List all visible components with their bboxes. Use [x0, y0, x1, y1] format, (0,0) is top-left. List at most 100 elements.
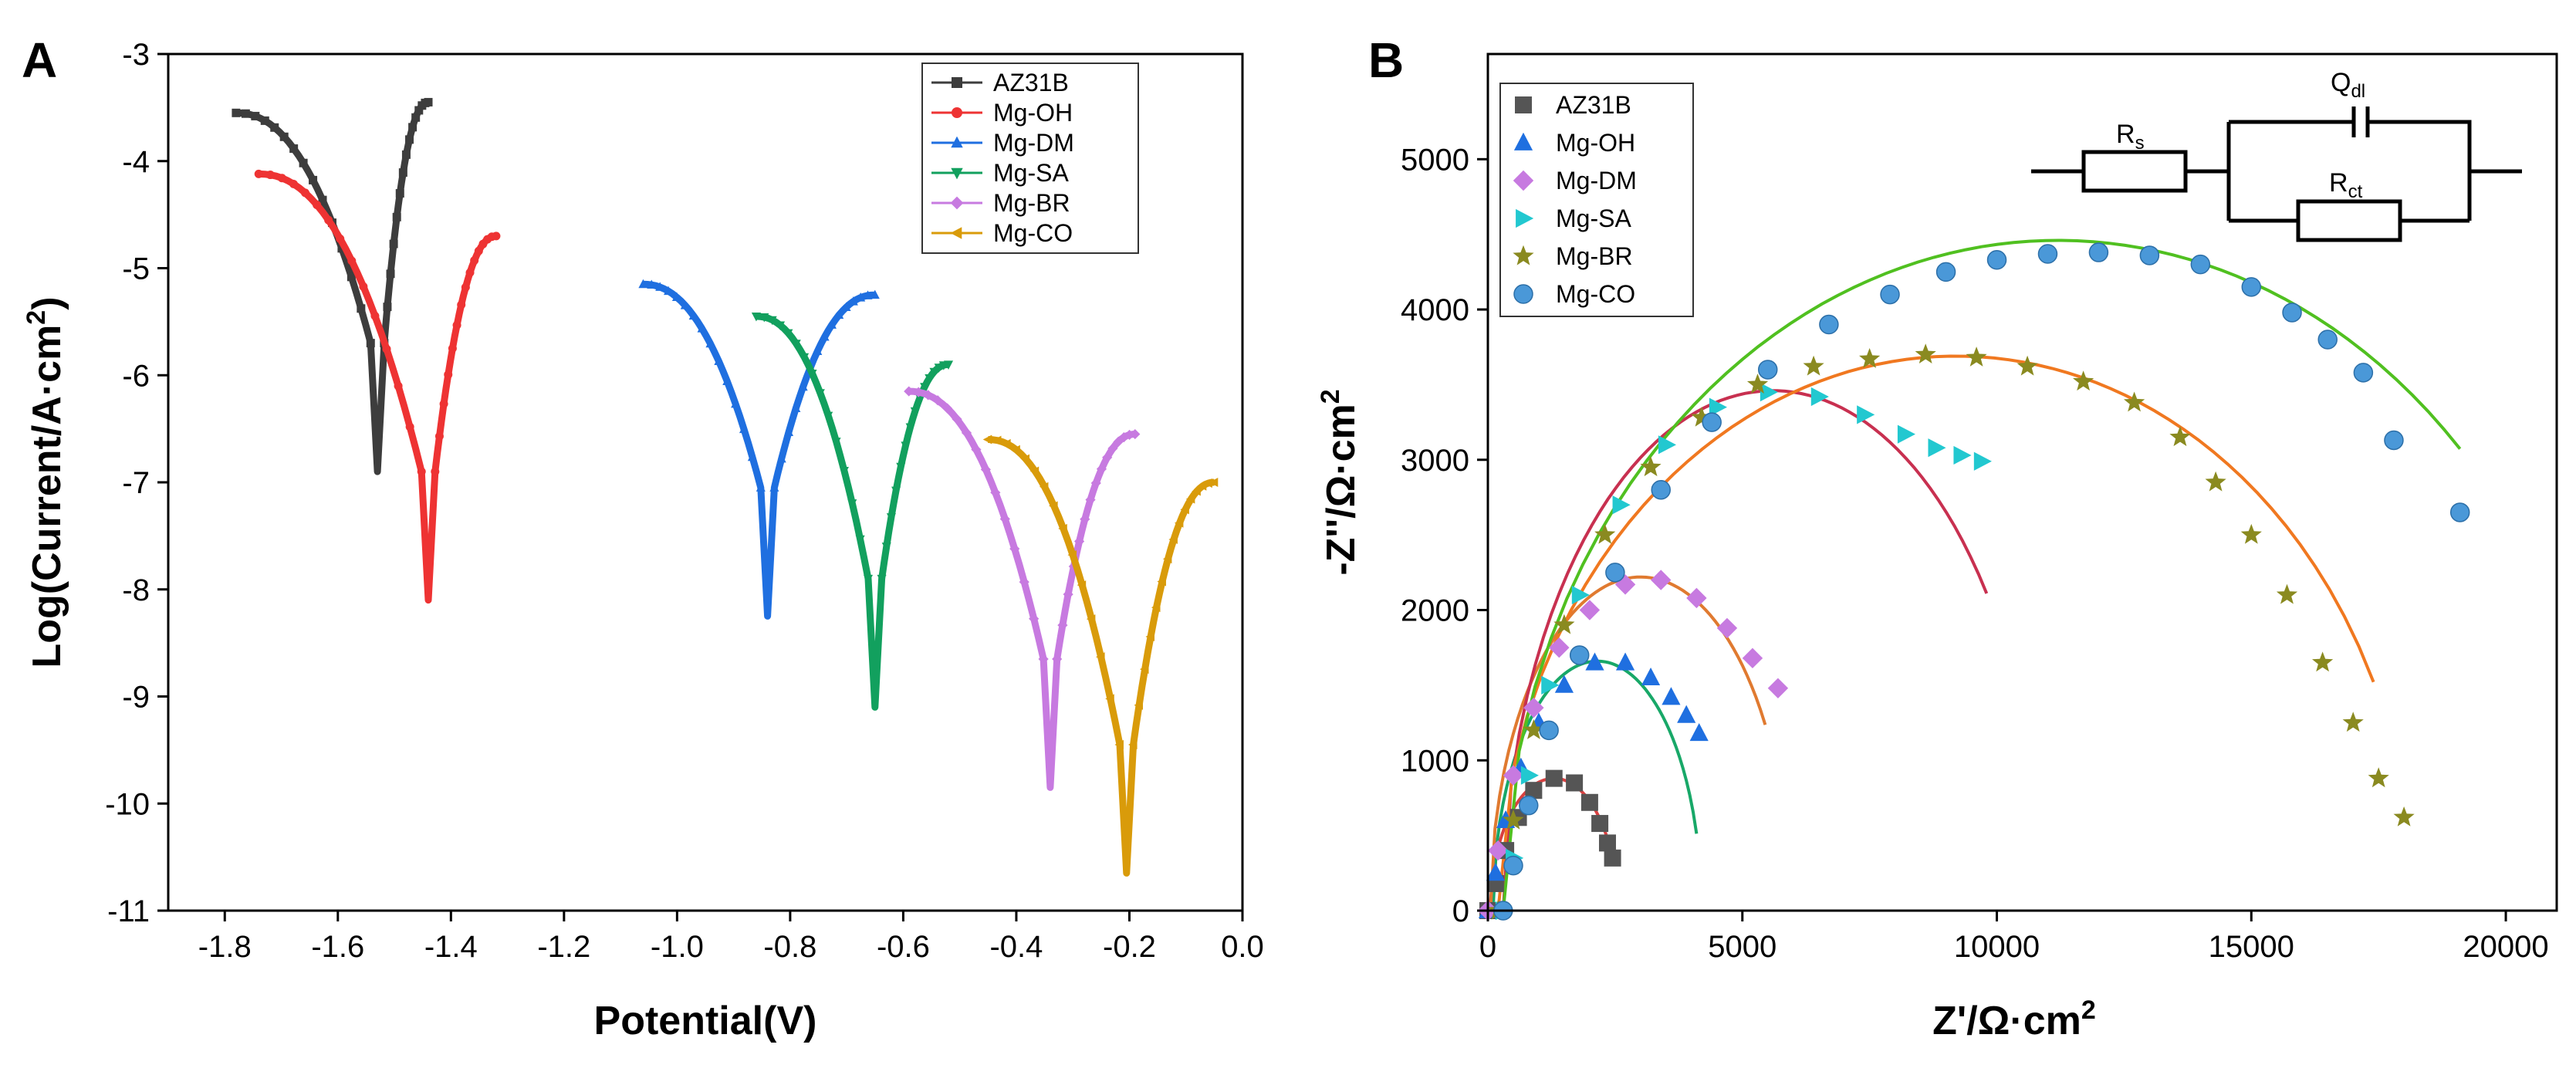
- series-mg-sa: [1495, 383, 1992, 921]
- data-point: [680, 300, 690, 309]
- panel-b-x-axis-title: Z'/Ω·cm2: [1932, 996, 2096, 1043]
- data-point: [731, 398, 741, 408]
- data-point: [834, 309, 844, 319]
- data-point: [759, 313, 769, 323]
- data-point: [2282, 303, 2302, 323]
- data-point: [1096, 652, 1105, 662]
- data-point: [807, 369, 817, 379]
- data-point: [1096, 464, 1107, 475]
- legend-label: AZ31B: [993, 69, 1069, 96]
- data-point: [1039, 482, 1049, 492]
- data-point: [1019, 576, 1029, 587]
- x-tick-label: -0.2: [1103, 930, 1156, 964]
- series-mg-sa: [751, 312, 954, 711]
- data-point: [1554, 674, 1574, 693]
- legend-marker: [951, 136, 963, 148]
- legend-marker: [1515, 96, 1532, 113]
- y-tick-label: 2000: [1401, 594, 1469, 628]
- data-point: [474, 246, 483, 255]
- data-point: [1677, 705, 1696, 723]
- data-point: [798, 381, 808, 391]
- data-point: [1810, 387, 1829, 407]
- data-point: [1760, 383, 1778, 402]
- data-point: [1102, 452, 1113, 463]
- data-point: [655, 282, 665, 291]
- data-point: [776, 453, 786, 463]
- data-point: [932, 395, 943, 406]
- data-point: [1077, 580, 1087, 590]
- data-point: [2393, 806, 2415, 827]
- data-point: [1029, 466, 1040, 476]
- series-mg-oh: [254, 169, 501, 604]
- data-point: [414, 106, 424, 115]
- data-point: [251, 111, 260, 120]
- data-point: [424, 97, 433, 106]
- series-mg-br: [904, 386, 1141, 791]
- y-tick-label: 0: [1452, 894, 1469, 928]
- legend-marker: [952, 107, 962, 118]
- panel-a-plot-area: [232, 97, 1219, 877]
- data-point: [1691, 407, 1712, 427]
- data-point: [1058, 523, 1067, 534]
- data-point: [943, 360, 954, 370]
- panel-a-x-axis-title: Potential(V): [594, 999, 817, 1043]
- data-point: [1686, 587, 1707, 609]
- data-point: [277, 174, 286, 183]
- legend-item-mg-co: Mg-CO: [1513, 280, 1635, 308]
- data-point: [1002, 438, 1011, 449]
- data-point: [1702, 412, 1722, 432]
- data-point: [1124, 429, 1135, 441]
- data-point: [398, 168, 407, 177]
- y-tick-label: -3: [122, 38, 150, 72]
- data-point: [688, 310, 698, 320]
- series-az31b-curve: [235, 98, 431, 475]
- panel-b-y-axis-title: -Z''/Ω·cm2: [1316, 389, 1364, 575]
- data-point: [1598, 834, 1616, 852]
- data-point: [831, 438, 841, 447]
- data-point: [2384, 430, 2404, 451]
- series-mg-dm: [638, 279, 880, 620]
- data-point: [444, 370, 453, 379]
- x-tick-label: -1.0: [651, 930, 704, 964]
- data-point: [1151, 603, 1161, 613]
- data-point: [1503, 855, 1523, 876]
- legend-marker: [952, 77, 962, 88]
- legend-marker: [1513, 245, 1534, 265]
- data-point: [925, 374, 935, 384]
- y-tick-label: 1000: [1401, 744, 1469, 778]
- data-point: [1038, 654, 1049, 664]
- data-point: [2449, 502, 2470, 522]
- data-point: [1523, 697, 1544, 718]
- data-point: [1114, 739, 1124, 749]
- data-point: [318, 195, 327, 205]
- data-point: [913, 387, 924, 397]
- y-tick-label: -9: [122, 681, 150, 715]
- data-point: [1525, 782, 1543, 799]
- data-point: [1641, 667, 1661, 686]
- data-point: [980, 464, 991, 475]
- data-point: [1580, 793, 1598, 811]
- data-point: [1203, 478, 1212, 488]
- panel-b-plot-area: [1477, 238, 2470, 921]
- x-tick-label: -0.4: [989, 930, 1043, 964]
- data-point: [1928, 438, 1946, 458]
- data-point: [470, 256, 479, 265]
- data-point: [2169, 426, 2191, 447]
- data-point: [1545, 769, 1563, 787]
- data-point: [405, 422, 414, 431]
- legend-label: Mg-CO: [993, 219, 1073, 247]
- data-point: [1067, 550, 1077, 560]
- data-point: [1615, 652, 1635, 671]
- data-point: [457, 300, 466, 309]
- data-point: [1662, 687, 1681, 705]
- data-point: [820, 331, 830, 341]
- data-point: [671, 292, 681, 302]
- data-point: [1612, 495, 1631, 515]
- legend-marker: [1513, 132, 1533, 150]
- panel-a-y-ticks: -3 -4 -5 -6 -7 -8 -9 -10 -11: [105, 38, 168, 928]
- legend-item-az31b: AZ31B: [931, 69, 1069, 96]
- fit-curve-mg-sa: [1501, 389, 1989, 911]
- x-tick-label: -1.6: [311, 930, 364, 964]
- data-point: [1569, 645, 1590, 665]
